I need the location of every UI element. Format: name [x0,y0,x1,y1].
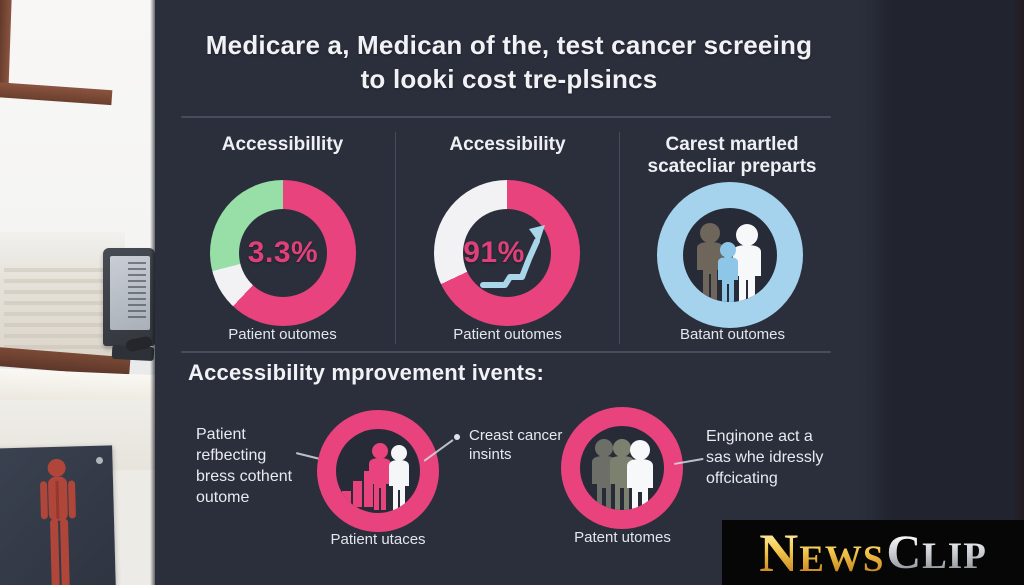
note-left-line4: outome [196,489,250,506]
person-white-icon [389,445,409,512]
donut1-center: 3.3% [239,209,327,297]
column2-header: Accessibility [449,134,566,155]
column-divider-1 [395,132,396,344]
person-pink-icon [369,443,391,510]
anatomy-poster [0,445,116,585]
office-window-photo [0,0,155,585]
three-people-icons [592,439,653,510]
pink-donut1-inner [336,429,420,513]
poster-logo-dot [96,457,103,464]
column1-header: Accessibillity [221,134,344,155]
donut-chart-accessibility-2: 91% [434,180,580,326]
column3-header: Carest martled scatecliar preparts [647,134,817,177]
person-child-blue-icon [718,242,738,302]
note-right-line2: sas whe idressly [706,449,824,466]
photo-panel-divider [150,0,158,585]
bar-chart-people-icons [342,443,409,512]
column2-caption: Patient outomes [453,326,562,343]
column1-caption: Patient outomes [228,326,337,343]
pink-donut-patient-utaces [317,410,439,532]
person-adult-grey-icon [697,223,723,300]
column3-caption: Batant outomes [679,326,786,343]
donut2-center: 91% [463,209,551,297]
donut2-value: 91% [463,236,525,269]
pink-donut-patent-utomes [561,407,683,529]
donut1-value: 3.3% [247,236,319,269]
note-middle: Creast cancer insints [469,426,562,464]
title-line-1: Medicare a, Medican of the, test cancer … [205,30,813,60]
note-right-line3: offcicating [706,470,778,487]
rising-bars-icon [342,471,373,507]
city-buildings [4,268,119,354]
newsclip-logo: NEWS CLIP [722,520,1024,585]
anatomy-figure [40,458,76,585]
column-divider-2 [619,132,620,344]
donut-chart-accessibility-1: 3.3% [210,180,356,326]
person-white-icon [627,440,653,510]
note-middle-bullet [454,434,460,440]
pink-donut1-caption: Patient utaces [330,531,426,548]
note-left-line3: bress cothent [196,468,293,485]
note-right: Enginone act a sas whe idressly offcicat… [706,426,823,489]
newsclip-logo-clip: CLIP [886,525,987,579]
right-edge-shade [1012,0,1024,585]
note-middle-line1: Creast cancer [469,427,563,444]
section-heading: Accessibility mprovement ivents: [188,360,545,385]
newsclip-logo-news: NEWS [759,522,885,583]
family-circle-inner [683,208,777,302]
title-line-2: to looki cost tre-plsincs [360,64,658,94]
family-circle-graphic [657,182,803,328]
person-adult-white-icon [733,224,761,302]
note-left-line1: Patient [196,426,246,443]
trend-arrow-icon [480,225,545,288]
monitor-screen-text [128,262,146,322]
note-left: Patient refbecting bress cothent outome [196,424,292,508]
note-left-line2: refbecting [196,447,267,464]
note-right-line1: Enginone act a [706,428,813,445]
pink-donut2-inner [580,426,664,510]
divider-under-title [181,116,831,118]
note-middle-line2: insints [469,446,512,463]
family-icons [697,223,761,302]
pink-donut2-caption: Patent utomes [574,529,671,546]
divider-under-columns [181,351,831,353]
infographic-title: Medicare a, Medican of the, test cancer … [175,28,843,96]
panel-right-shadow [860,0,1024,585]
window-frame-top-bar [0,81,113,106]
